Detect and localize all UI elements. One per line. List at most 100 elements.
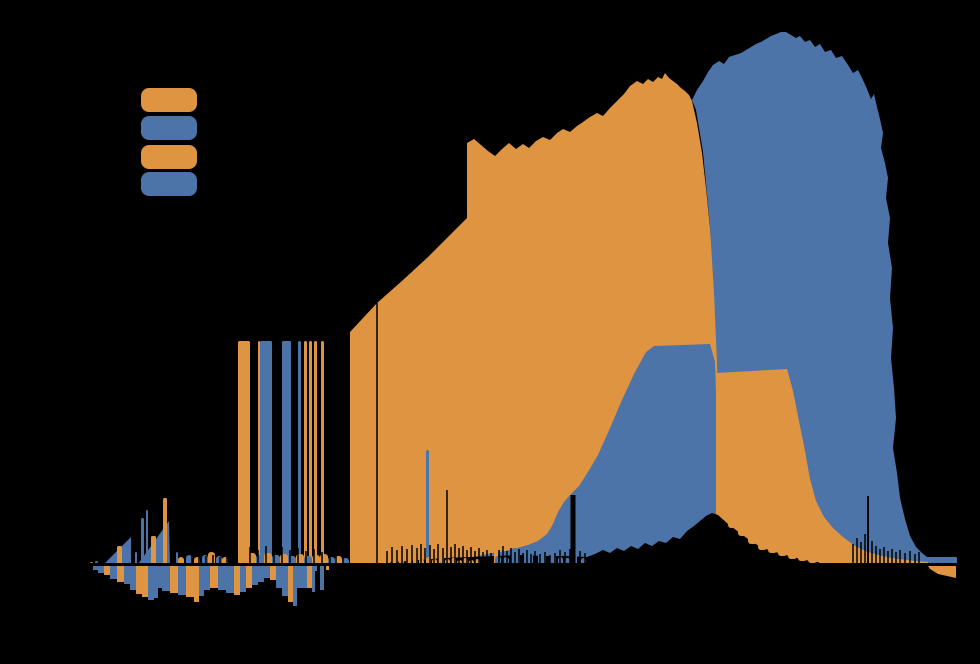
black-stem	[257, 550, 259, 566]
black-stem	[909, 551, 911, 566]
below-axis-slab	[104, 566, 110, 575]
black-stem	[584, 553, 586, 566]
bar-mark	[258, 341, 260, 566]
black-stem	[429, 545, 431, 566]
black-stem	[466, 550, 468, 566]
black-stem	[564, 552, 566, 566]
legend-swatch-3	[141, 145, 197, 169]
black-stem	[879, 549, 881, 566]
below-axis-slab	[293, 566, 297, 606]
below-axis-slab	[93, 566, 98, 570]
bar-mark	[304, 341, 307, 566]
bump-mark	[748, 536, 757, 544]
bar-mark	[494, 489, 498, 566]
below-axis-slab	[264, 566, 270, 578]
black-hump-overlay	[383, 513, 823, 565]
below-axis-slab	[136, 566, 142, 594]
orange-inner-block-tail	[716, 369, 931, 565]
black-stem	[281, 547, 283, 566]
below-axis-slab	[297, 566, 301, 588]
black-stem	[860, 542, 862, 566]
bar-mark	[282, 341, 291, 566]
bump-mark	[798, 555, 807, 561]
black-stem	[297, 548, 299, 566]
below-axis-slab	[276, 566, 282, 588]
black-stem	[887, 551, 889, 566]
black-stem	[549, 555, 551, 566]
black-stem	[450, 547, 452, 566]
area-layers	[104, 32, 956, 578]
black-stem	[544, 552, 546, 566]
black-stem	[864, 534, 866, 566]
black-stem	[883, 547, 885, 566]
below-axis-slab	[240, 566, 246, 592]
black-stem	[305, 551, 307, 566]
below-axis-slab	[124, 566, 130, 584]
black-stem	[424, 548, 426, 566]
black-stem	[329, 550, 331, 566]
below-axis-slab	[130, 566, 136, 590]
black-stem	[249, 547, 251, 566]
bar-mark	[426, 450, 429, 566]
black-stem	[579, 551, 581, 566]
below-axis-slab	[301, 566, 307, 588]
bump-mark	[768, 546, 777, 553]
bar-mark	[146, 510, 148, 566]
black-stem	[470, 547, 472, 566]
below-axis-slab	[252, 566, 258, 585]
black-stem	[856, 538, 858, 566]
below-axis-slab	[270, 566, 276, 580]
legend-swatch-4	[141, 172, 197, 196]
black-stem	[462, 546, 464, 566]
black-stem	[514, 552, 516, 566]
bump-mark	[778, 549, 787, 556]
black-stem	[454, 544, 456, 566]
legend	[141, 88, 197, 196]
below-axis-slab	[307, 566, 312, 588]
below-axis-slab	[320, 566, 324, 590]
black-stem	[198, 554, 200, 566]
below-axis-slab	[117, 566, 124, 582]
black-stem	[437, 544, 439, 566]
legend-swatch-2	[141, 116, 197, 140]
black-stem	[411, 545, 413, 566]
black-stem	[416, 548, 418, 566]
black-stem	[510, 548, 512, 566]
below-axis-slab	[315, 566, 317, 571]
below-axis-slab	[282, 566, 288, 596]
below-axis-slab	[288, 566, 293, 602]
black-stem	[433, 549, 435, 566]
bar-mark	[117, 546, 122, 566]
below-axis-slab	[110, 566, 117, 579]
black-stem	[570, 495, 576, 566]
black-stem	[396, 550, 398, 566]
below-axis-slab	[194, 566, 199, 602]
black-stem	[212, 555, 214, 566]
below-axis-slab	[218, 566, 226, 590]
black-stem	[401, 546, 403, 566]
below-axis-slab	[326, 566, 329, 570]
below-axis-slab	[148, 566, 154, 600]
bar-mark	[141, 518, 144, 566]
black-stem	[895, 552, 897, 566]
bar-mark	[309, 341, 312, 566]
black-stem	[867, 496, 869, 566]
black-stem	[191, 555, 193, 566]
bump-mark	[788, 552, 797, 559]
black-stem	[875, 546, 877, 566]
below-axis-slab	[234, 566, 240, 595]
below-axis-slab	[226, 566, 234, 593]
black-stem	[406, 549, 408, 566]
bump-mark	[728, 520, 737, 528]
bump-mark	[738, 528, 747, 536]
black-stem	[313, 549, 315, 566]
below-axis-slab	[158, 566, 162, 588]
black-stem	[289, 550, 291, 566]
below-axis-slab	[312, 566, 315, 592]
bar-mark	[135, 552, 137, 566]
black-stem	[386, 551, 388, 566]
black-stem	[518, 549, 520, 566]
black-stem	[486, 550, 488, 566]
black-stem	[458, 548, 460, 566]
